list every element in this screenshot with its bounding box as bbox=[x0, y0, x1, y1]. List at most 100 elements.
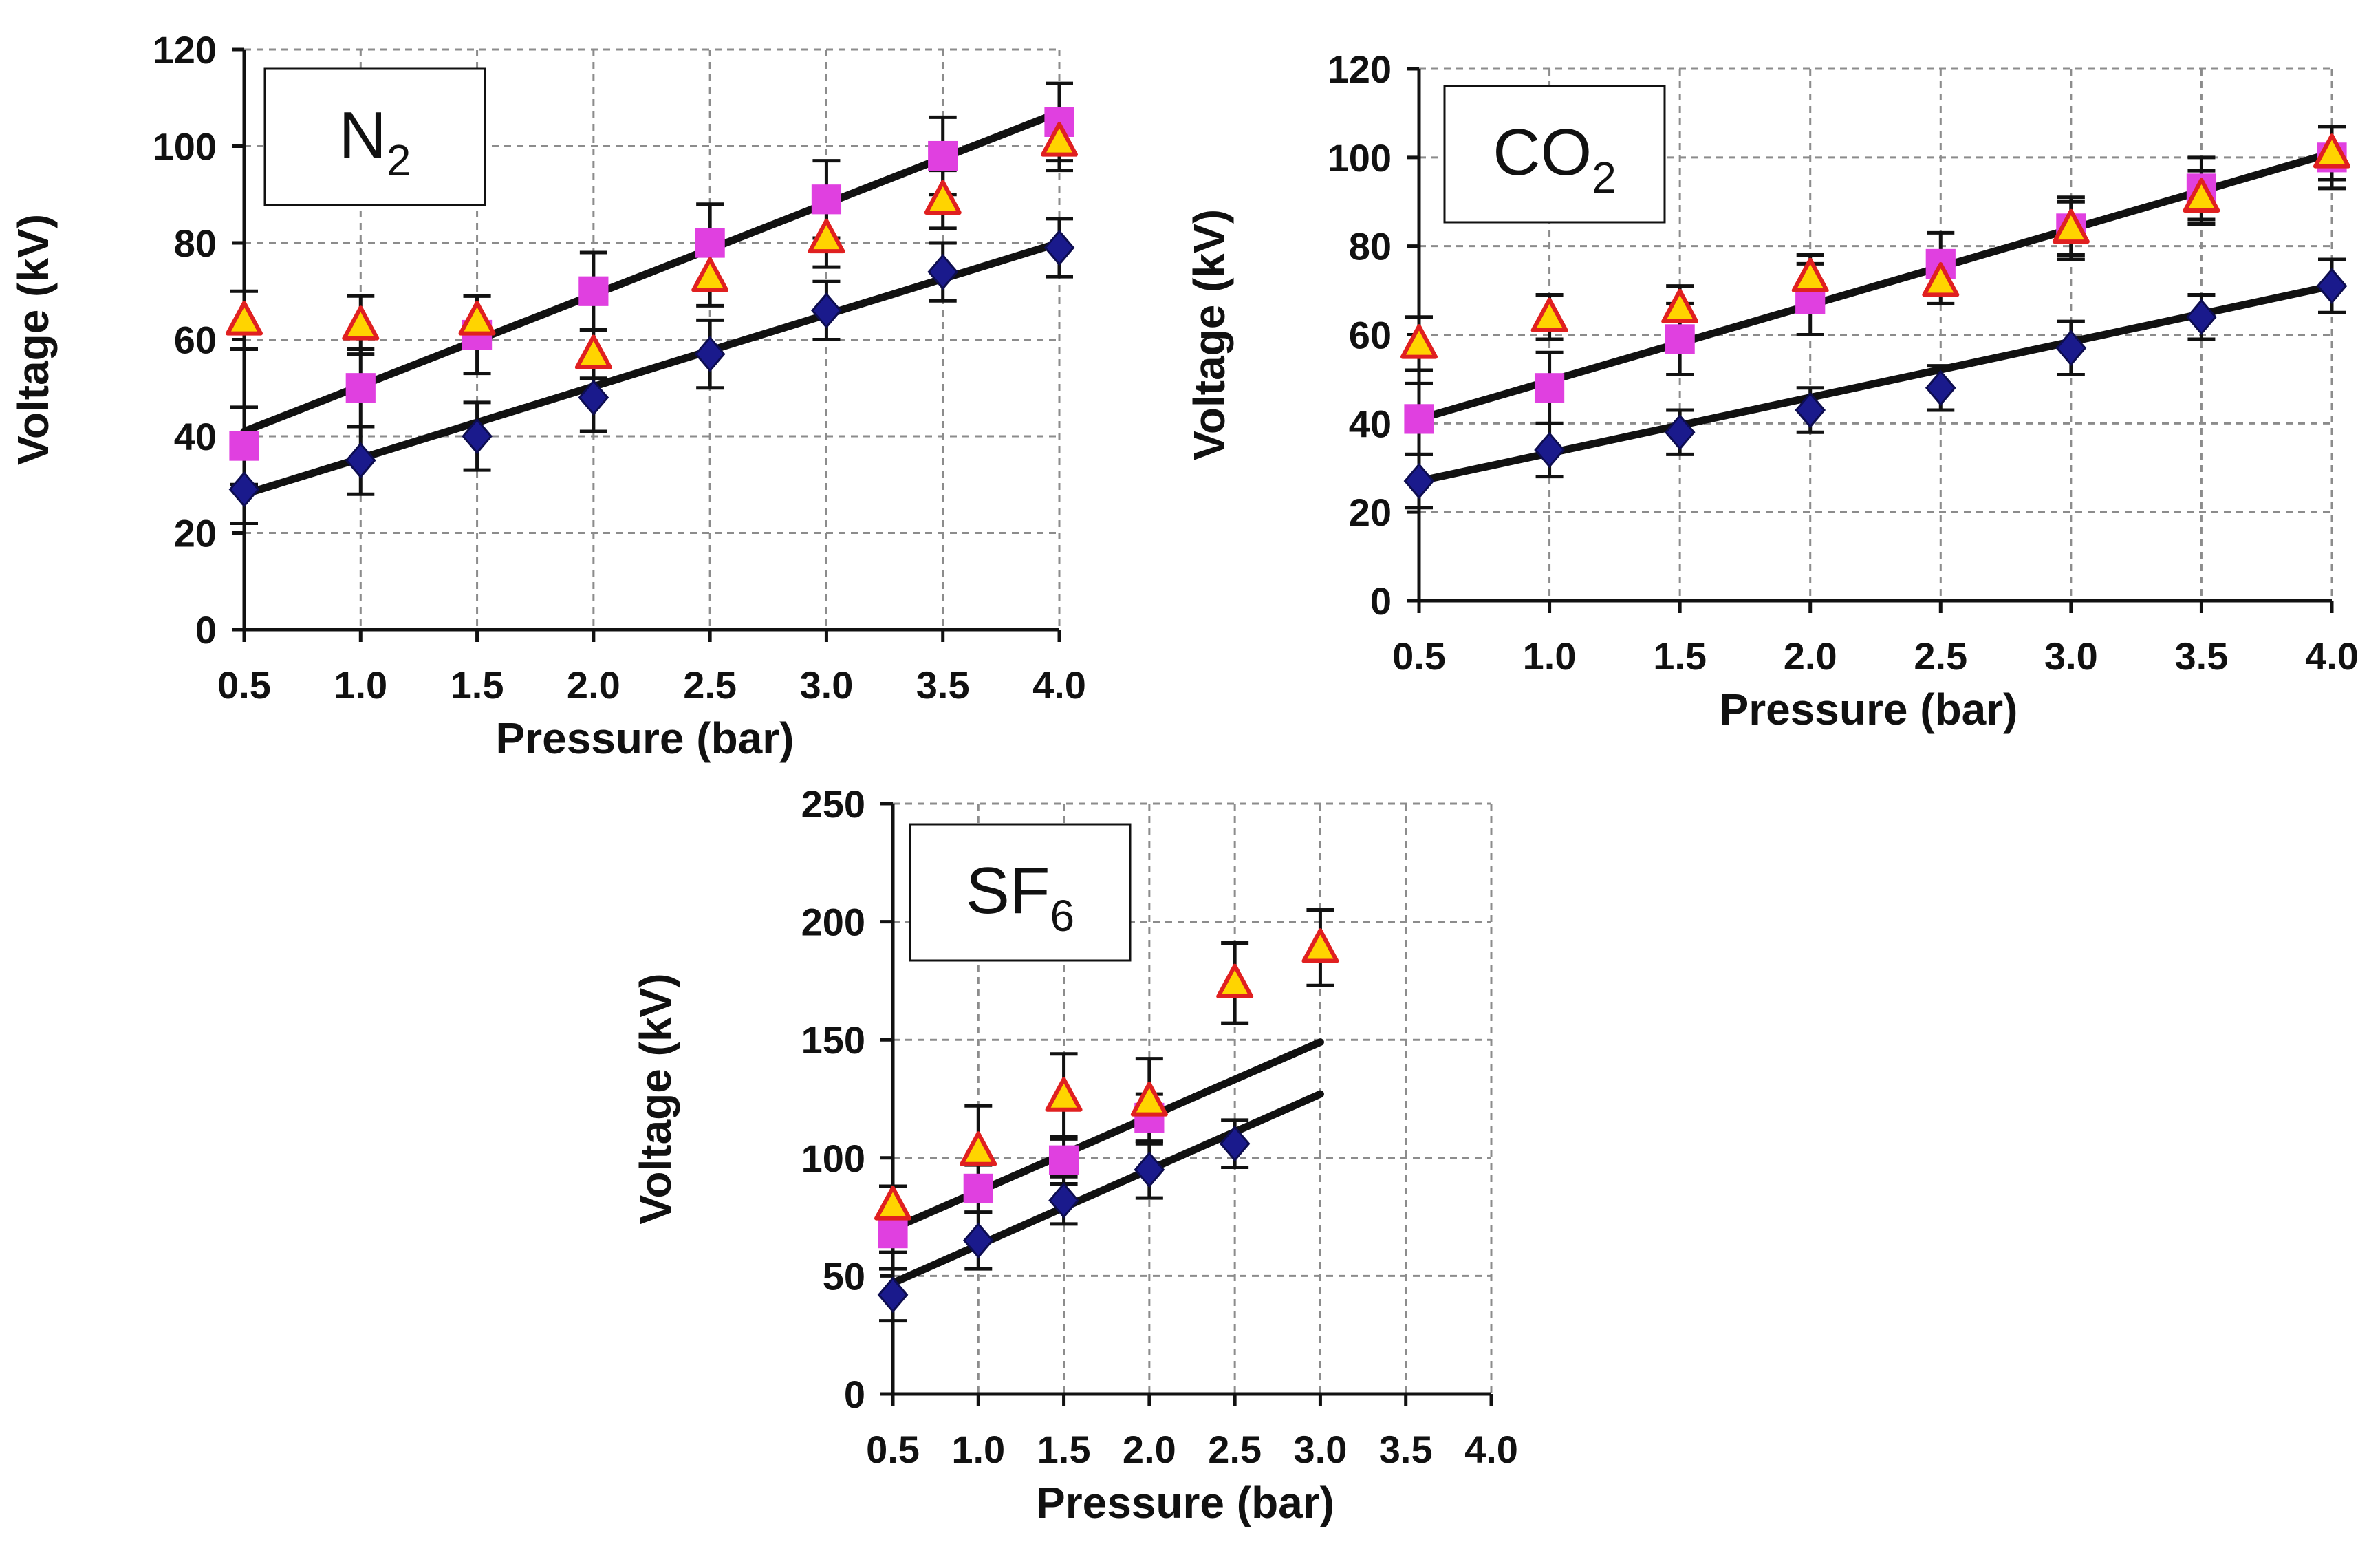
y-tick-label: 120 bbox=[153, 28, 217, 72]
y-tick-label: 20 bbox=[1349, 491, 1392, 534]
point-triangle bbox=[226, 301, 263, 336]
point-triangle bbox=[874, 1186, 911, 1221]
x-tick-label: 2.0 bbox=[567, 663, 620, 707]
x-tick-label: 3.0 bbox=[2044, 634, 2098, 678]
y-tick-label: 150 bbox=[801, 1018, 865, 1062]
y-tick-label: 0 bbox=[1370, 579, 1392, 623]
x-axis-title: Pressure (bar) bbox=[496, 714, 794, 763]
point-triangle bbox=[1400, 324, 1438, 359]
x-tick-label: 3.5 bbox=[916, 663, 970, 707]
panel-co2: 0 20 40 60 80 100 120 0.5 1.0 1.5 2.0 2.5 3.0 3.5 4.0 P… bbox=[1184, 47, 2359, 734]
point-triangle bbox=[2052, 208, 2090, 244]
x-tick-label: 0.5 bbox=[866, 1428, 920, 1471]
point-diamond bbox=[1134, 1151, 1165, 1188]
point-diamond bbox=[1048, 1182, 1079, 1219]
point-diamond bbox=[1664, 414, 1696, 451]
x-axis-title: Pressure (bar) bbox=[1720, 685, 2018, 734]
y-tick-label: 100 bbox=[153, 125, 217, 169]
gas-label: SF6 bbox=[966, 854, 1074, 941]
y-tick-label: 0 bbox=[844, 1373, 865, 1416]
x-tick-label: 1.0 bbox=[334, 663, 387, 707]
x-tick-label: 2.0 bbox=[1123, 1428, 1176, 1471]
x-tick-label: 2.5 bbox=[683, 663, 737, 707]
point-diamond bbox=[578, 379, 609, 416]
point-diamond bbox=[1795, 392, 1826, 429]
point-diamond bbox=[962, 1222, 994, 1259]
point-diamond bbox=[927, 253, 959, 290]
fit-line-square bbox=[889, 1038, 1324, 1233]
y-tick-label: 50 bbox=[823, 1254, 865, 1298]
gas-label-box bbox=[909, 823, 1132, 962]
point-diamond bbox=[1219, 1125, 1251, 1162]
y-tick-label: 120 bbox=[1328, 47, 1392, 91]
x-axis-title: Pressure (bar) bbox=[1036, 1478, 1334, 1527]
point-triangle bbox=[1130, 1082, 1168, 1117]
point-diamond bbox=[877, 1276, 909, 1313]
point-triangle bbox=[1922, 262, 1960, 297]
x-tick-label: 0.5 bbox=[217, 663, 271, 707]
point-triangle bbox=[1530, 297, 1568, 332]
point-square bbox=[1048, 1145, 1079, 1175]
point-triangle bbox=[1301, 928, 1339, 963]
point-diamond bbox=[1534, 431, 1565, 469]
y-tick-label: 20 bbox=[174, 512, 217, 555]
y-axis-title: Voltage (kV) bbox=[631, 973, 680, 1224]
point-diamond bbox=[2186, 299, 2217, 336]
point-triangle bbox=[1216, 963, 1254, 999]
y-tick-label: 40 bbox=[174, 415, 217, 458]
y-tick-label: 250 bbox=[801, 782, 865, 826]
point-triangle bbox=[924, 180, 962, 215]
point-diamond bbox=[1043, 229, 1075, 266]
x-tick-label: 4.0 bbox=[1464, 1428, 1518, 1471]
gas-label-box bbox=[263, 67, 486, 206]
point-triangle bbox=[1791, 257, 1829, 292]
x-tick-label: 3.0 bbox=[799, 663, 853, 707]
y-tick-label: 100 bbox=[801, 1137, 865, 1180]
y-tick-label: 80 bbox=[1349, 225, 1392, 268]
x-tick-label: 2.5 bbox=[1208, 1428, 1262, 1471]
point-triangle bbox=[1661, 288, 1699, 324]
x-tick-label: 4.0 bbox=[2305, 634, 2359, 678]
panel-n2: 0 20 40 60 80 100 120 0.5 1.0 1.5 2.0 2.5 3.0 3.5 4.0 P… bbox=[8, 28, 1086, 763]
point-square bbox=[811, 184, 842, 215]
y-axis-title: Voltage (kV) bbox=[1184, 209, 1234, 460]
point-square bbox=[578, 276, 609, 306]
point-square bbox=[695, 228, 725, 258]
point-diamond bbox=[462, 418, 493, 455]
x-tick-label: 2.5 bbox=[1914, 634, 1967, 678]
fit-line-square bbox=[1415, 149, 2336, 423]
y-tick-label: 0 bbox=[195, 608, 217, 652]
point-triangle bbox=[342, 305, 380, 341]
point-triangle bbox=[458, 301, 496, 336]
panel-sf6: 0 50 100 150 200 250 0.5 1.0 1.5 2.0 2.5 3.0 3.5 4.0 P… bbox=[631, 782, 1518, 1527]
point-square bbox=[928, 140, 958, 171]
point-diamond bbox=[1925, 369, 1956, 407]
x-tick-label: 3.0 bbox=[1293, 1428, 1347, 1471]
y-axis-title: Voltage (kV) bbox=[8, 214, 58, 465]
point-triangle bbox=[1045, 1077, 1083, 1112]
fit-line-diamond bbox=[889, 1090, 1324, 1287]
y-tick-label: 60 bbox=[1349, 314, 1392, 357]
point-square bbox=[878, 1219, 908, 1249]
x-tick-label: 1.0 bbox=[951, 1428, 1005, 1471]
point-triangle bbox=[808, 218, 845, 254]
x-tick-label: 0.5 bbox=[1392, 634, 1446, 678]
y-tick-label: 100 bbox=[1328, 136, 1392, 180]
point-triangle bbox=[2183, 178, 2220, 213]
point-square bbox=[1665, 324, 1695, 354]
point-triangle bbox=[574, 334, 612, 369]
point-diamond bbox=[2316, 268, 2348, 304]
point-diamond bbox=[345, 442, 376, 479]
point-diamond bbox=[694, 336, 726, 372]
x-tick-label: 2.0 bbox=[1784, 634, 1837, 678]
x-tick-label: 3.5 bbox=[1379, 1428, 1433, 1471]
gas-label: CO2 bbox=[1493, 116, 1616, 202]
point-diamond bbox=[811, 292, 842, 329]
gas-label: N2 bbox=[339, 98, 411, 185]
point-diamond bbox=[228, 471, 260, 508]
gas-label-box bbox=[1443, 85, 1666, 224]
point-triangle bbox=[691, 257, 729, 292]
y-tick-label: 80 bbox=[174, 222, 217, 265]
fit-line-diamond bbox=[240, 239, 1063, 498]
